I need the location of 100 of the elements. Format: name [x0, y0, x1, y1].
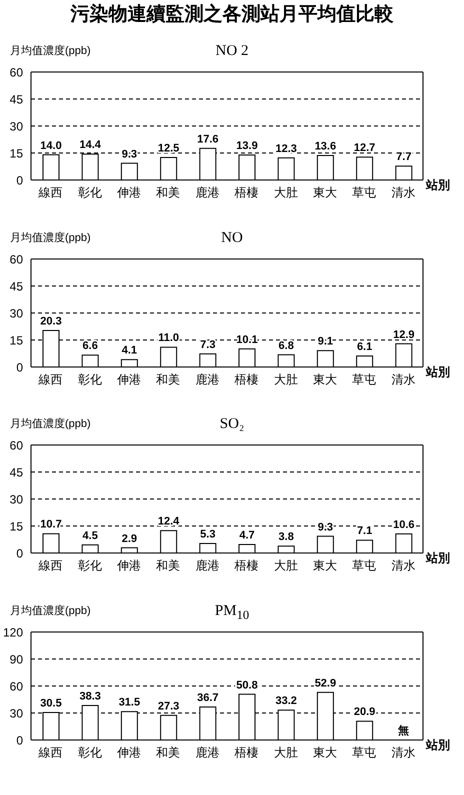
data-label: 27.3 [158, 700, 180, 712]
y-tick-label: 30 [10, 706, 24, 720]
x-tick-label: 線西 [38, 372, 63, 387]
y-tick-label: 45 [10, 92, 24, 106]
x-tick-label: 清水 [391, 186, 416, 200]
x-tick-label: 大肚 [274, 186, 298, 200]
y-axis-title: 月均值濃度(ppb) [10, 44, 91, 59]
text: 無 [398, 725, 409, 737]
x-tick-label: 草屯 [352, 186, 376, 200]
data-label: 10.1 [236, 334, 258, 346]
chart-subtitle: NO 2 [214, 42, 250, 61]
y-tick-label: 0 [16, 360, 24, 374]
x-tick-label: 彰化 [78, 558, 102, 573]
data-label: 12.7 [354, 142, 376, 154]
data-label: 6.6 [82, 340, 98, 352]
data-label: 30.5 [40, 698, 62, 710]
y-tick-label: 60 [10, 65, 24, 80]
x-tick-label: 線西 [38, 558, 63, 573]
bar [278, 354, 295, 367]
x-tick-label: 草屯 [352, 558, 376, 573]
data-label: 10.6 [393, 518, 415, 531]
data-label: 20.3 [40, 315, 62, 328]
bar [160, 157, 178, 180]
x-tick-label: 東大 [313, 746, 337, 760]
data-label: 12.4 [158, 516, 180, 528]
data-label: 12.3 [275, 142, 297, 155]
data-label: 12.9 [393, 328, 415, 341]
y-tick-label: 15 [10, 519, 24, 534]
data-label: 17.6 [197, 133, 219, 146]
y-tick-label: 45 [10, 279, 24, 294]
x-tick-label: 鹿港 [195, 558, 220, 573]
data-label: 9.3 [318, 521, 334, 534]
x-tick-label: 草屯 [352, 372, 376, 387]
data-label: 3.8 [278, 531, 294, 544]
x-tick-label: 清水 [391, 372, 416, 387]
x-tick-label: 梧棲 [234, 372, 259, 387]
y-tick-label: 60 [10, 438, 24, 452]
x-tick-label: 東大 [313, 186, 337, 200]
data-label: 6.1 [356, 341, 372, 354]
data-label: 14.4 [79, 139, 102, 152]
y-tick-label: 45 [10, 465, 24, 480]
x-axis-title: 站別 [426, 551, 450, 565]
x-tick-label: 和美 [156, 558, 180, 573]
y-tick-label: 60 [10, 252, 24, 266]
y-tick-label: 0 [16, 173, 24, 188]
data-label: 4.7 [239, 530, 255, 542]
y-tick-label: 120 [2, 625, 24, 640]
x-tick-label: 彰化 [78, 372, 102, 387]
bar [199, 542, 216, 553]
bar [120, 162, 138, 180]
chart-title: 污染物連續監測之各測站月平均值比較 [69, 3, 394, 27]
bar [278, 546, 295, 553]
data-label: 20.9 [354, 706, 376, 718]
x-tick-label: 梧棲 [234, 186, 259, 200]
x-tick-label: 梧棲 [234, 558, 259, 573]
data-label: 6.8 [278, 340, 294, 352]
data-label: 10.7 [40, 518, 62, 531]
data-label: 4.5 [82, 530, 98, 542]
x-tick-label: 草屯 [352, 746, 376, 760]
bar [316, 350, 334, 367]
bar [356, 156, 374, 180]
x-tick-label: 清水 [391, 558, 416, 573]
y-tick-label: 90 [10, 652, 24, 666]
x-tick-label: 和美 [156, 746, 180, 760]
chart-title: PM$_{10}$ [214, 602, 250, 624]
bar [120, 359, 138, 367]
x-tick-label: 東大 [313, 558, 337, 573]
x-tick-label: 伸港 [116, 558, 141, 573]
bar [160, 346, 178, 367]
data-label: 33.2 [275, 695, 297, 708]
data-label: 7.1 [356, 525, 372, 538]
x-tick-label: 彰化 [78, 746, 102, 760]
data-label: 13.9 [236, 140, 258, 152]
x-axis-title: 站別 [426, 365, 450, 379]
bar [160, 530, 178, 553]
x-tick-label: 鹿港 [195, 186, 220, 200]
x-tick-label: 大肚 [274, 558, 298, 573]
y-tick-label: 0 [16, 546, 24, 560]
bar [356, 720, 374, 740]
bar [238, 544, 256, 553]
x-tick-label: 和美 [156, 372, 180, 387]
x-tick-label: 線西 [38, 186, 63, 200]
y-tick-label: 60 [10, 679, 24, 694]
bar [82, 544, 99, 553]
bar [356, 356, 374, 367]
x-tick-label: 東大 [313, 372, 337, 387]
chart-title: NO [220, 229, 244, 248]
x-tick-label: 和美 [156, 186, 180, 200]
data-label: 31.5 [118, 696, 140, 709]
data-label: 50.8 [236, 679, 258, 692]
y-axis-title: 月均值濃度(ppb) [10, 230, 91, 246]
bar [356, 540, 374, 553]
x-tick-label: 清水 [391, 746, 416, 760]
x-tick-label: 梧棲 [234, 746, 259, 760]
data-label: 14.0 [40, 140, 62, 152]
y-tick-label: 15 [10, 333, 24, 348]
x-tick-label: 伸港 [116, 746, 141, 760]
bar [199, 353, 216, 367]
y-tick-label: 15 [10, 146, 24, 160]
x-tick-label: 伸港 [116, 372, 141, 387]
